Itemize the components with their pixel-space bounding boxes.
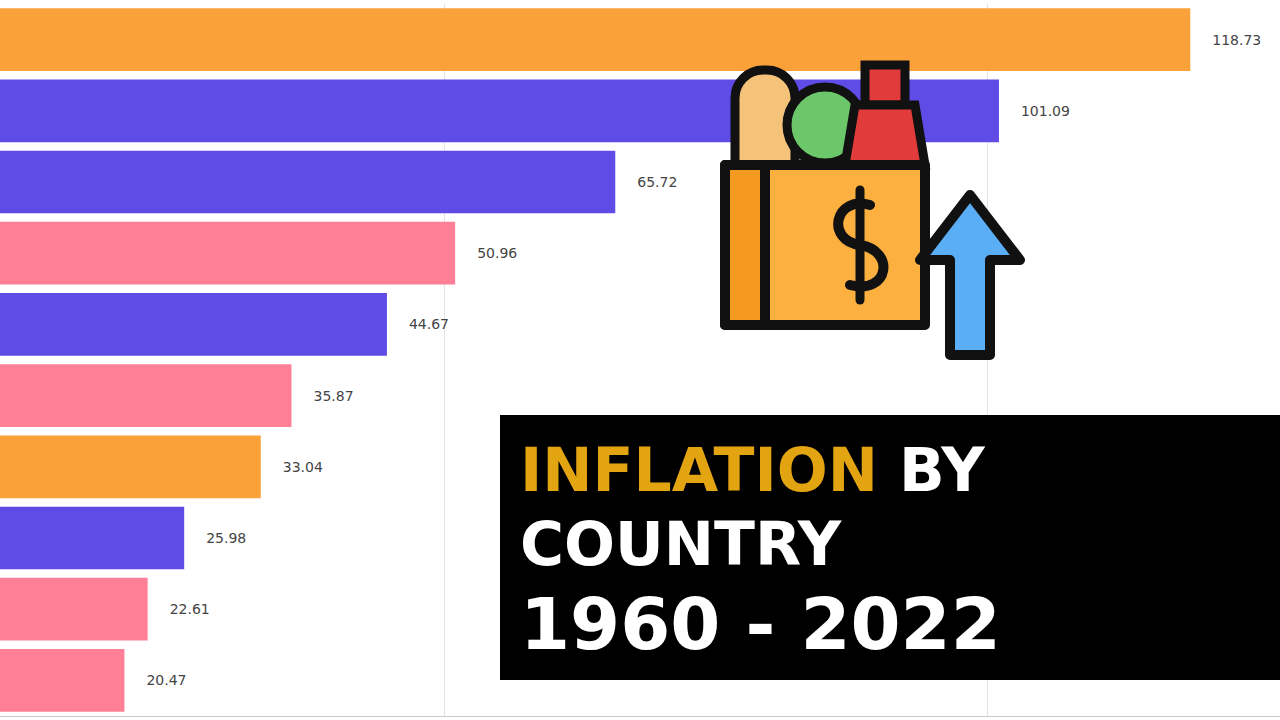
html-text:COUNTRY: COUNTRY xyxy=(520,509,842,579)
svg-text:118.73: 118.73 xyxy=(1212,32,1261,48)
html-text:1960 - 2022: 1960 - 2022 xyxy=(520,582,1001,666)
svg-text:33.04: 33.04 xyxy=(283,459,323,475)
html-text:INFLATION BY: INFLATION BY xyxy=(520,435,985,505)
svg-text:101.09: 101.09 xyxy=(1021,103,1070,119)
svg-text:65.72: 65.72 xyxy=(637,174,677,190)
svg-text:25.98: 25.98 xyxy=(206,530,246,546)
svg-text:20.47: 20.47 xyxy=(146,672,186,688)
svg-text:50.96: 50.96 xyxy=(477,245,517,261)
svg-text:35.87: 35.87 xyxy=(313,388,353,404)
svg-text:22.61: 22.61 xyxy=(170,601,210,617)
svg-text:44.67: 44.67 xyxy=(409,316,449,332)
